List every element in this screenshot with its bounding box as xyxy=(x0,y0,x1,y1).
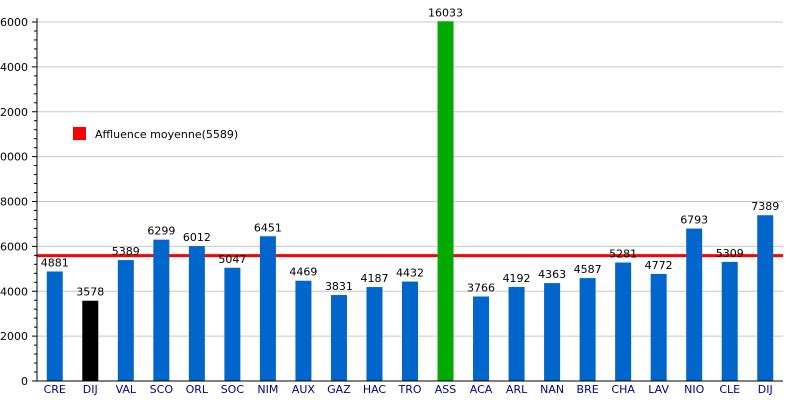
bar-hac-9 xyxy=(366,287,383,381)
bar-sco-3 xyxy=(153,239,170,381)
category-label-7: AUX xyxy=(292,383,316,396)
bar-gaz-8 xyxy=(330,295,347,381)
ytick-label-6000: 6000 xyxy=(0,240,28,253)
value-label-18: 6793 xyxy=(680,214,708,227)
ytick-label-14000: 14000 xyxy=(0,61,28,74)
category-label-6: NIM xyxy=(257,383,278,396)
value-label-4: 6012 xyxy=(183,231,211,244)
bar-soc-5 xyxy=(224,267,241,381)
category-label-8: GAZ xyxy=(327,383,351,396)
category-label-18: NIO xyxy=(684,383,704,396)
ytick-label-12000: 12000 xyxy=(0,106,28,119)
bar-aux-7 xyxy=(295,280,312,381)
legend-swatch-average xyxy=(73,127,86,140)
category-label-12: ACA xyxy=(470,383,493,396)
value-label-1: 3578 xyxy=(76,286,104,299)
category-label-1: DIJ xyxy=(83,383,98,396)
bar-cha-16 xyxy=(615,262,632,381)
category-label-3: SCO xyxy=(150,383,174,396)
bar-lav-17 xyxy=(650,273,667,381)
bar-orl-4 xyxy=(188,246,205,381)
category-label-0: CRE xyxy=(44,383,66,396)
category-label-14: NAN xyxy=(540,383,564,396)
bar-bre-15 xyxy=(579,278,596,381)
bars: 4881 3578 5389 6299 6012 5047 6451 4469 3831 4187… xyxy=(41,6,779,382)
value-label-12: 3766 xyxy=(467,282,495,295)
category-label-13: ARL xyxy=(506,383,528,396)
bar-nio-18 xyxy=(686,228,703,381)
category-label-10: TRO xyxy=(397,383,421,396)
category-label-4: ORL xyxy=(186,383,209,396)
value-label-7: 4469 xyxy=(289,266,317,279)
value-label-13: 4192 xyxy=(503,272,531,285)
value-label-5: 5047 xyxy=(218,253,246,266)
bar-aca-12 xyxy=(473,296,490,381)
bar-val-2 xyxy=(117,260,134,381)
ytick-label-4000: 4000 xyxy=(0,285,28,298)
value-label-14: 4363 xyxy=(538,268,566,281)
category-label-19: CLE xyxy=(719,383,740,396)
bar-ass-11 xyxy=(437,21,454,382)
ytick-label-10000: 10000 xyxy=(0,151,28,164)
category-label-20: DIJ xyxy=(758,383,773,396)
ytick-label-8000: 8000 xyxy=(0,196,28,209)
value-label-8: 3831 xyxy=(325,280,353,293)
bar-nim-6 xyxy=(259,236,276,381)
category-label-2: VAL xyxy=(116,383,137,396)
value-label-0: 4881 xyxy=(41,256,69,269)
category-label-11: ASS xyxy=(435,383,457,396)
value-label-16: 5281 xyxy=(609,248,637,261)
value-label-10: 4432 xyxy=(396,267,424,280)
bar-dij-1 xyxy=(82,300,99,381)
bar-arl-13 xyxy=(508,286,525,381)
bar-dij-20 xyxy=(757,215,774,381)
bar-cle-19 xyxy=(721,261,738,381)
ytick-label-16000: 16000 xyxy=(0,16,28,29)
ytick-label-0: 0 xyxy=(21,375,28,388)
bar-tro-10 xyxy=(402,281,418,381)
axes: 0 2000 4000 6000 8000 10000 12000 14000 16000 CRE… xyxy=(0,16,783,396)
value-label-9: 4187 xyxy=(360,272,388,285)
category-label-16: CHA xyxy=(611,383,635,396)
value-label-6: 6451 xyxy=(254,221,282,234)
value-label-3: 6299 xyxy=(147,225,175,238)
value-label-19: 5309 xyxy=(716,247,744,260)
ytick-label-2000: 2000 xyxy=(0,330,28,343)
category-label-15: BRE xyxy=(577,383,599,396)
value-label-2: 5389 xyxy=(112,245,140,258)
bar-nan-14 xyxy=(544,283,561,381)
legend: Affluence moyenne(5589) xyxy=(73,127,238,141)
value-label-11: 16033 xyxy=(428,6,463,19)
category-label-17: LAV xyxy=(648,383,669,396)
category-label-9: HAC xyxy=(363,383,387,396)
value-label-20: 7389 xyxy=(751,200,779,213)
legend-label-average: Affluence moyenne(5589) xyxy=(95,128,238,141)
bar-cre-0 xyxy=(46,271,63,381)
category-label-5: SOC xyxy=(221,383,245,396)
value-label-17: 4772 xyxy=(645,259,673,272)
value-label-15: 4587 xyxy=(574,263,602,276)
